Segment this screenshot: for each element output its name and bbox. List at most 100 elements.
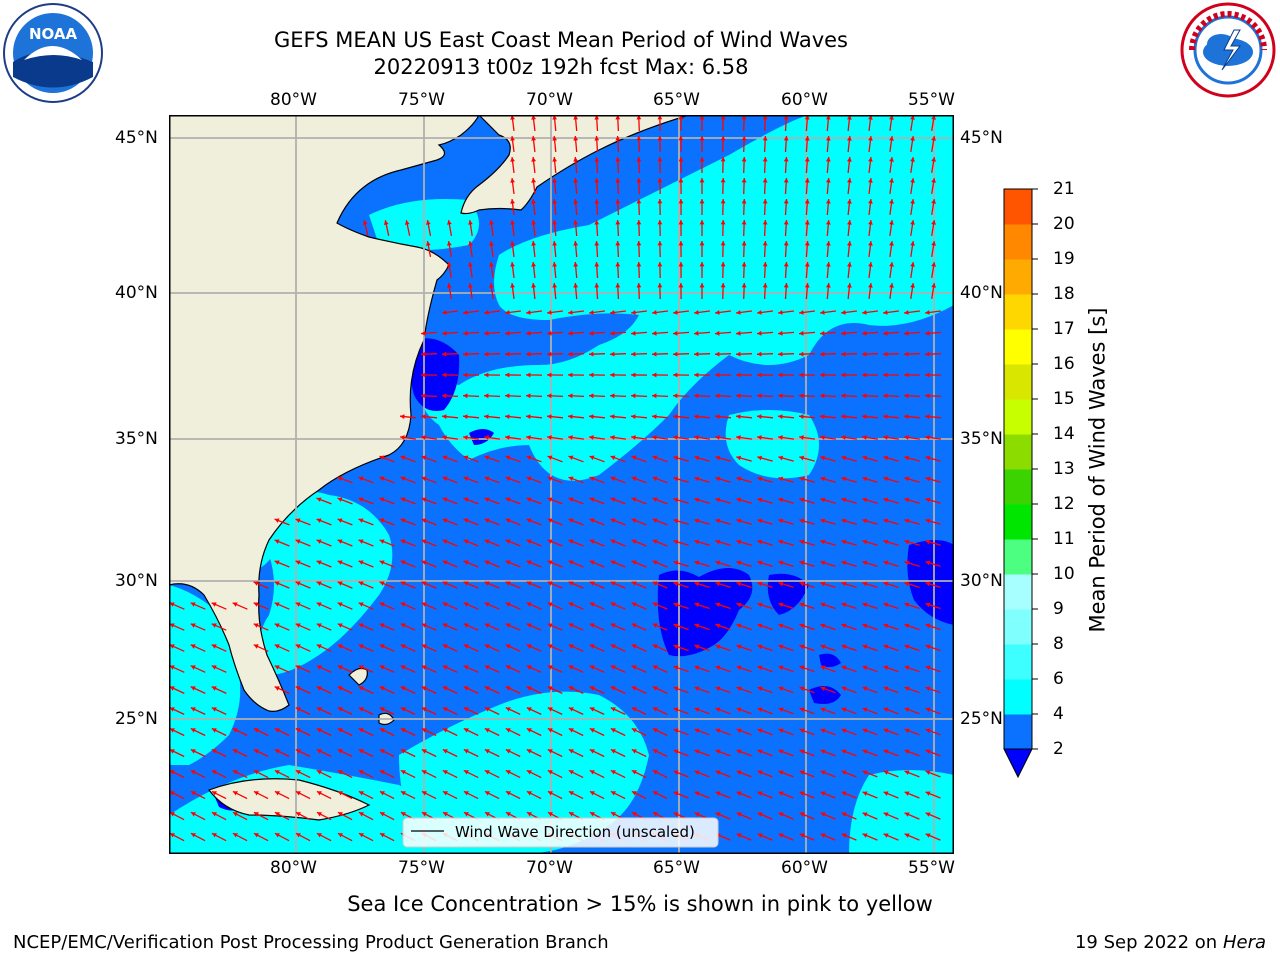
wave-arrow-head: [757, 310, 762, 315]
wave-arrow-head: [573, 136, 579, 141]
wave-arrow-head: [847, 136, 852, 141]
wave-arrow-head: [358, 812, 364, 817]
wave-arrow-head: [904, 497, 910, 503]
wave-arrow-head: [526, 602, 532, 607]
wave-arrow-head: [358, 497, 364, 502]
wave-arrow-head: [232, 749, 238, 754]
wave-arrow-head: [631, 393, 636, 399]
wave-arrow-head: [910, 115, 915, 120]
wave-arrow-head: [400, 770, 406, 775]
footer-date: 19 Sep 2022 on Hera: [1075, 932, 1266, 954]
wave-arrow-head: [862, 581, 868, 587]
wave-arrow-head: [799, 707, 805, 712]
wave-arrow-head: [442, 791, 448, 796]
wave-arrow-head: [778, 351, 783, 357]
wave-arrow-head: [820, 393, 825, 399]
wave-arrow-head: [657, 283, 663, 288]
lat-label-right-25n: 25°N: [960, 709, 1003, 729]
wave-arrow-head: [736, 602, 742, 608]
wave-arrow-head: [463, 665, 469, 670]
wave-arrow-head: [715, 581, 721, 587]
wave-arrow-head: [337, 812, 343, 817]
wave-arrow-head: [169, 665, 175, 670]
wave-arrow-head: [925, 749, 931, 754]
wave-arrow-head: [573, 157, 579, 162]
wave-arrow-head: [694, 665, 700, 671]
wave-arrow-head: [862, 351, 867, 357]
wave-arrow-head: [652, 497, 658, 502]
wave-arrow-head: [931, 157, 936, 162]
wave-arrow-head: [757, 330, 762, 336]
wave-arrow-head: [400, 476, 406, 481]
wave-arrow-head: [736, 455, 742, 461]
wave-arrow-head: [841, 455, 847, 461]
wave-arrow-head: [904, 560, 910, 566]
wave-arrow-head: [736, 749, 742, 754]
wave-arrow-head: [463, 518, 469, 523]
wave-arrow-head: [232, 812, 238, 817]
wave-arrow-head: [379, 518, 385, 523]
wave-arrow-head: [841, 518, 847, 524]
wave-arrow-head: [673, 770, 679, 775]
wave-arrow-head: [531, 241, 536, 246]
wave-arrow-head: [678, 220, 684, 225]
wave-arrow-head: [678, 115, 684, 120]
wave-arrow-head: [904, 581, 910, 587]
wave-arrow-head: [568, 372, 573, 378]
wave-arrow-head: [652, 728, 658, 733]
wave-arrow-head: [820, 539, 826, 545]
wave-arrow-head: [841, 686, 847, 691]
lon-label-top-55w: 55°W: [908, 90, 955, 110]
wave-arrow-head: [358, 560, 364, 565]
wave-arrow-head: [820, 414, 825, 419]
wave-arrow-head: [847, 157, 852, 162]
wave-arrow-head: [925, 812, 931, 817]
wave-arrow-head: [442, 686, 448, 691]
wave-arrow-head: [211, 623, 217, 628]
wave-arrow-head: [925, 728, 931, 733]
wave-arrow-head: [531, 283, 536, 288]
wave-arrow-head: [295, 602, 301, 607]
wave-arrow-head: [778, 393, 783, 399]
map-frame: [169, 115, 954, 854]
wave-arrow-head: [904, 812, 910, 817]
wave-arrow-head: [657, 136, 663, 141]
wave-arrow-head: [505, 644, 511, 649]
wave-arrow-head: [253, 581, 259, 586]
wave-arrow-head: [694, 414, 699, 419]
wave-arrow-head: [442, 435, 447, 440]
wave-arrow-head: [820, 310, 825, 315]
colorbar-band: [1004, 224, 1032, 260]
wave-arrow-head: [762, 241, 768, 246]
wave-arrow-head: [931, 283, 936, 288]
wave-arrow-head: [505, 393, 510, 399]
wave-arrow-head: [510, 262, 515, 267]
wave-arrow-head: [358, 518, 364, 523]
wave-arrow-head: [804, 178, 810, 183]
wave-arrow-head: [889, 283, 894, 288]
wave-arrow-head: [426, 241, 431, 246]
map-title: GEFS MEAN US East Coast Mean Period of W…: [274, 28, 848, 52]
wave-arrow-head: [295, 728, 301, 733]
wave-arrow-head: [568, 393, 573, 399]
wave-arrow-head: [715, 372, 720, 378]
wave-arrow-head: [694, 770, 700, 775]
wave-arrow-head: [841, 310, 846, 315]
map-subtitle: 20220913 t00z 192h fcst Max: 6.58: [373, 55, 749, 79]
wave-arrow-head: [841, 728, 847, 733]
wave-arrow-head: [652, 644, 658, 649]
wave-arrow-head: [736, 644, 742, 650]
wave-arrow-head: [547, 539, 553, 544]
wave-arrow-head: [316, 833, 322, 838]
wave-arrow-head: [720, 262, 726, 267]
wave-arrow-head: [610, 770, 616, 775]
wave-arrow-head: [274, 539, 280, 544]
wave-arrow-head: [169, 749, 175, 754]
lon-label-bottom-80w: 80°W: [270, 858, 317, 878]
wave-arrow-head: [573, 199, 579, 204]
wave-arrow-head: [799, 476, 805, 482]
wave-arrow-head: [421, 560, 427, 565]
wave-arrow-head: [190, 833, 196, 838]
wave-arrow-head: [652, 581, 658, 586]
wave-arrow-head: [610, 749, 616, 754]
